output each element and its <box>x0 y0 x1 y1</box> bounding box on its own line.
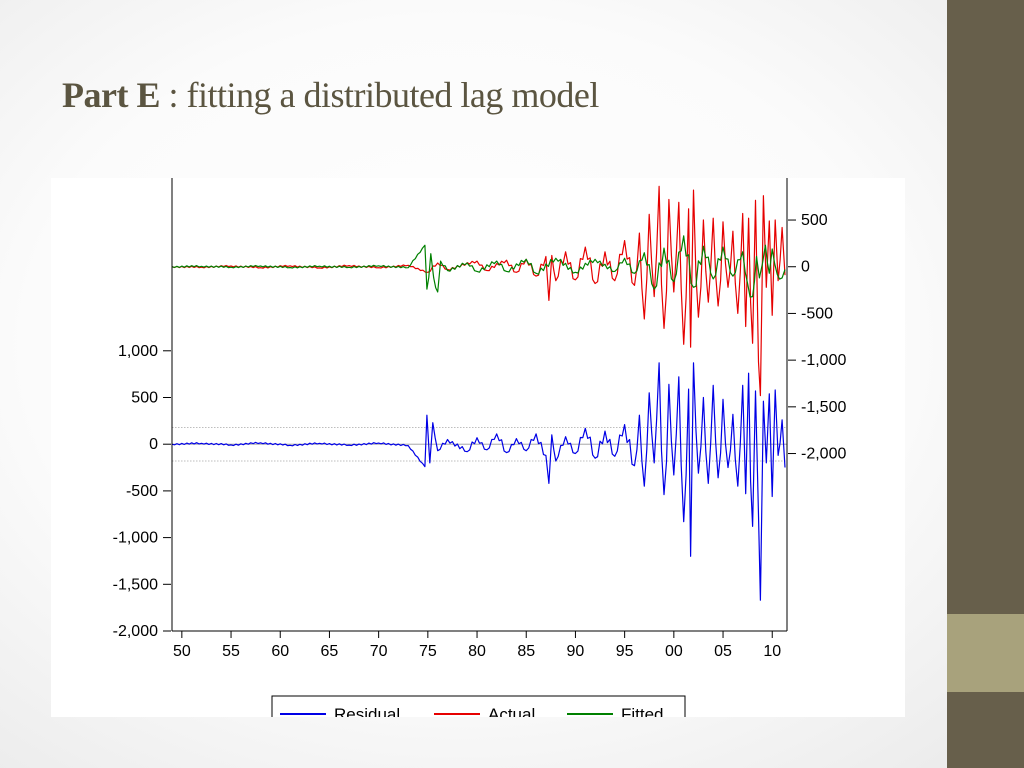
slide-title: Part E : fitting a distributed lag model <box>62 74 599 116</box>
x-tick-label: 55 <box>222 643 240 660</box>
legend-label-actual: Actual <box>488 705 535 717</box>
right-tick-label: -2,000 <box>801 446 846 463</box>
left-tick-label: -1,500 <box>113 576 158 593</box>
x-tick-label: 00 <box>665 643 683 660</box>
series-line-fitted <box>171 235 786 298</box>
series-line-residual <box>171 362 786 601</box>
right-tick-label: -1,500 <box>801 399 846 416</box>
right-tick-label: -500 <box>801 305 833 322</box>
right-tick-label: 500 <box>801 212 828 229</box>
residual-actual-fitted-chart: -2,000-1,500-1,000-50005001,000-2,000-1,… <box>113 178 846 717</box>
left-tick-label: -2,000 <box>113 623 158 640</box>
chart-panel: -2,000 -1,500 -1,000 -500 0 500 1,000 -2,000 -1,… <box>51 178 905 717</box>
left-tick-label: 1,000 <box>118 343 158 360</box>
left-tick-label: 500 <box>131 389 158 406</box>
right-tick-label: 0 <box>801 259 810 276</box>
sidebar-accent-block <box>947 614 1024 692</box>
x-tick-label: 60 <box>271 643 289 660</box>
x-tick-label: 90 <box>567 643 585 660</box>
x-tick-label: 80 <box>468 643 486 660</box>
x-tick-label: 85 <box>517 643 535 660</box>
x-tick-label: 95 <box>616 643 634 660</box>
slide-title-rest: : fitting a distributed lag model <box>159 75 599 115</box>
axes-group: -2,000-1,500-1,000-50005001,000-2,000-1,… <box>113 178 846 660</box>
reference-band <box>172 426 787 462</box>
x-tick-label: 75 <box>419 643 437 660</box>
x-tick-label: 10 <box>763 643 781 660</box>
series-group <box>171 185 786 601</box>
right-tick-label: -1,000 <box>801 352 846 369</box>
chart-legend: Residual Actual Fitted <box>271 695 686 717</box>
x-tick-label: 65 <box>321 643 339 660</box>
left-tick-label: 0 <box>149 436 158 453</box>
legend-box <box>271 695 686 717</box>
x-tick-label: 50 <box>173 643 191 660</box>
slide-title-bold: Part E <box>62 75 160 115</box>
x-tick-label: 05 <box>714 643 732 660</box>
left-tick-label: -1,000 <box>113 530 158 547</box>
left-tick-label: -500 <box>126 483 158 500</box>
x-tick-label: 70 <box>370 643 388 660</box>
legend-label-residual: Residual <box>334 705 400 717</box>
legend-label-fitted: Fitted <box>621 705 664 717</box>
